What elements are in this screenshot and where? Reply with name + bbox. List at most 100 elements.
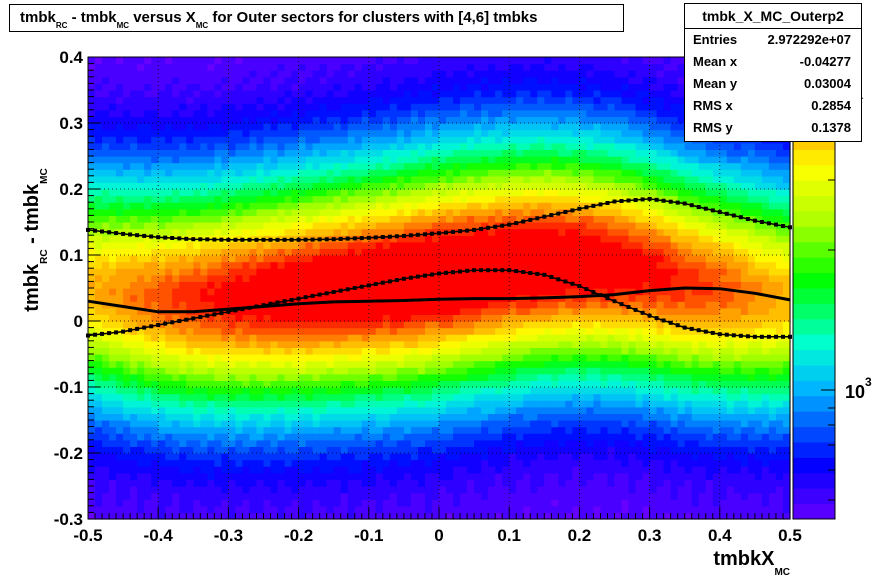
heatmap-cell — [165, 248, 173, 256]
heatmap-cell — [88, 373, 96, 381]
heatmap-cell — [439, 63, 447, 71]
heatmap-cell — [333, 426, 342, 434]
heatmap-cell — [382, 156, 391, 164]
heatmap-cell — [284, 268, 293, 276]
heatmap-cell — [284, 202, 293, 210]
heatmap-cell — [530, 433, 538, 441]
heatmap-cell — [137, 123, 145, 131]
heatmap-cell — [109, 294, 117, 302]
heatmap-cell — [530, 222, 538, 230]
heatmap-cell — [382, 393, 391, 401]
heatmap-cell — [453, 195, 461, 203]
heatmap-cell — [305, 255, 314, 263]
heatmap-cell — [242, 268, 251, 276]
heatmap-cell — [460, 281, 468, 289]
heatmap-cell — [228, 459, 237, 467]
heatmap-cell — [502, 228, 510, 236]
heatmap-cell — [123, 314, 131, 322]
heatmap-cell — [431, 142, 440, 150]
heatmap-cell — [158, 268, 166, 276]
heatmap-cell — [431, 208, 440, 216]
heatmap-cell — [95, 57, 103, 65]
heatmap-cell — [572, 347, 580, 355]
heatmap-cell — [460, 347, 468, 355]
heatmap-cell — [340, 499, 349, 507]
heatmap-cell — [123, 486, 131, 494]
heatmap-cell — [158, 446, 166, 454]
heatmap-cell — [509, 334, 517, 342]
heatmap-cell — [235, 83, 244, 91]
heatmap-cell — [453, 479, 461, 487]
heatmap-cell — [417, 129, 426, 137]
heatmap-cell — [509, 499, 517, 507]
heatmap-cell — [88, 347, 96, 355]
heatmap-cell — [460, 103, 468, 111]
heatmap-cell — [207, 288, 215, 296]
heatmap-cell — [375, 334, 384, 342]
heatmap-cell — [130, 288, 138, 296]
heatmap-cell — [516, 142, 524, 150]
heatmap-cell — [453, 208, 461, 216]
heatmap-cell — [95, 255, 103, 263]
heatmap-cell — [424, 57, 433, 65]
heatmap-cell — [488, 175, 496, 183]
heatmap-cell — [200, 169, 208, 177]
heatmap-cell — [130, 63, 138, 71]
heatmap-cell — [586, 466, 595, 474]
heatmap-cell — [410, 393, 419, 401]
heatmap-cell — [137, 413, 145, 421]
heatmap-cell — [235, 63, 244, 71]
heatmap-cell — [453, 453, 461, 461]
heatmap-cell — [354, 63, 363, 71]
heatmap-cell — [249, 301, 258, 309]
heatmap-cell — [88, 274, 96, 282]
heatmap-cell — [537, 453, 545, 461]
heatmap-cell — [270, 103, 279, 111]
heatmap-cell — [284, 149, 293, 157]
heatmap-cell — [284, 479, 293, 487]
heatmap-cell — [207, 393, 215, 401]
heatmap-cell — [228, 380, 237, 388]
heatmap-cell — [249, 327, 258, 335]
heatmap-cell — [326, 466, 335, 474]
heatmap-cell — [333, 347, 342, 355]
heatmap-cell — [579, 479, 588, 487]
heatmap-cell — [558, 406, 566, 414]
heatmap-cell — [544, 182, 552, 190]
heatmap-cell — [179, 472, 187, 480]
heatmap-cell — [495, 129, 503, 137]
heatmap-cell — [467, 261, 475, 269]
heatmap-cell — [319, 96, 328, 104]
heatmap-cell — [172, 327, 180, 335]
heatmap-cell — [228, 103, 237, 111]
heatmap-cell — [460, 327, 468, 335]
heatmap-cell — [165, 373, 173, 381]
heatmap-cell — [439, 387, 447, 395]
heatmap-cell — [88, 426, 96, 434]
heatmap-cell — [544, 83, 552, 91]
heatmap-cell — [488, 380, 496, 388]
heatmap-cell — [417, 334, 426, 342]
heatmap-cell — [431, 136, 440, 144]
heatmap-cell — [453, 446, 461, 454]
heatmap-cell — [417, 472, 426, 480]
heatmap-cell — [446, 149, 454, 157]
heatmap-cell — [109, 413, 117, 421]
heatmap-cell — [424, 136, 433, 144]
heatmap-cell — [572, 208, 580, 216]
heatmap-cell — [439, 109, 447, 117]
heatmap-cell — [249, 175, 258, 183]
heatmap-cell — [467, 426, 475, 434]
heatmap-cell — [424, 255, 433, 263]
heatmap-cell — [474, 367, 482, 375]
heatmap-cell — [446, 63, 454, 71]
heatmap-cell — [137, 70, 145, 78]
heatmap-cell — [200, 103, 208, 111]
heatmap-cell — [446, 189, 454, 197]
heatmap-cell — [389, 222, 398, 230]
heatmap-cell — [270, 446, 279, 454]
heatmap-cell — [207, 466, 215, 474]
heatmap-cell — [249, 248, 258, 256]
heatmap-cell — [151, 116, 159, 124]
heatmap-cell — [579, 453, 588, 461]
